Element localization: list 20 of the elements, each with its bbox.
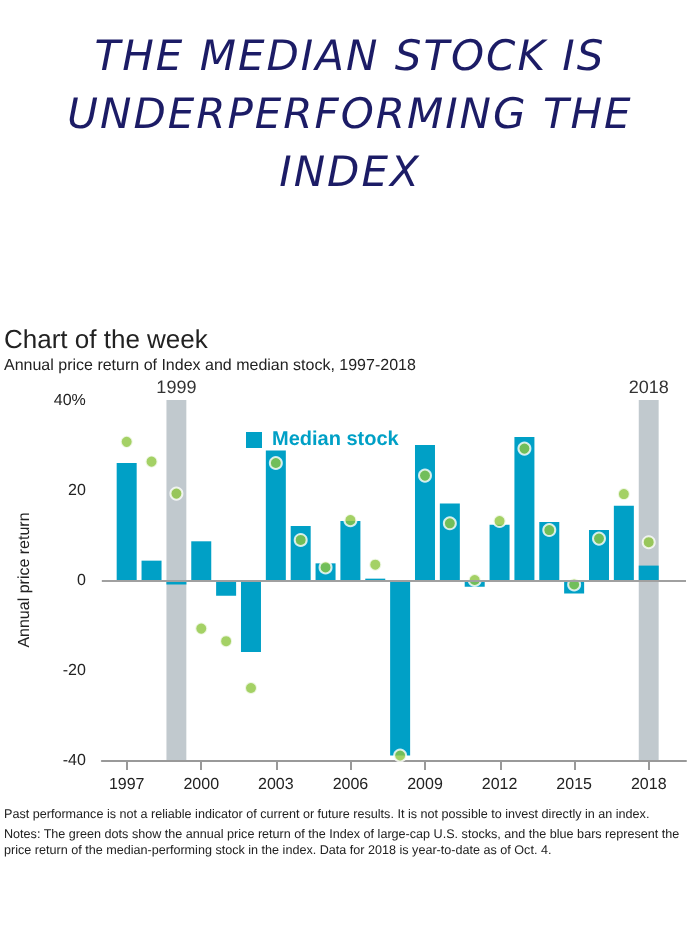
x-tick-label: 2009: [407, 775, 444, 793]
y-tick-label: -40: [62, 751, 87, 769]
y-tick-label: 20: [68, 481, 87, 499]
y-tick-label: 40%: [53, 391, 86, 409]
x-tick-label: 2006: [332, 775, 370, 793]
y-tick-label: 0: [76, 571, 87, 589]
legend-label: Median stock: [272, 429, 400, 451]
x-tick-label: 2015: [556, 775, 594, 793]
y-axis-title: Annual price return: [15, 512, 33, 648]
band-label: 2018: [628, 377, 669, 397]
x-tick-label: 2018: [630, 775, 668, 793]
text: Annual price return of Index and median stock, 1997-2018: [4, 356, 416, 374]
y-tick-label: -20: [62, 661, 87, 679]
band-label: 1999: [156, 377, 197, 397]
chart-subtitle: Chart of the week: [4, 324, 208, 354]
x-tick-label: 2000: [183, 775, 221, 793]
chart-title: THE MEDIAN STOCK IS UNDERPERFORMING THE INDEX: [65, 30, 635, 200]
x-tick-label: 2003: [258, 775, 295, 793]
x-tick-label: 1997: [108, 775, 146, 793]
x-tick-label: 2012: [481, 775, 519, 793]
